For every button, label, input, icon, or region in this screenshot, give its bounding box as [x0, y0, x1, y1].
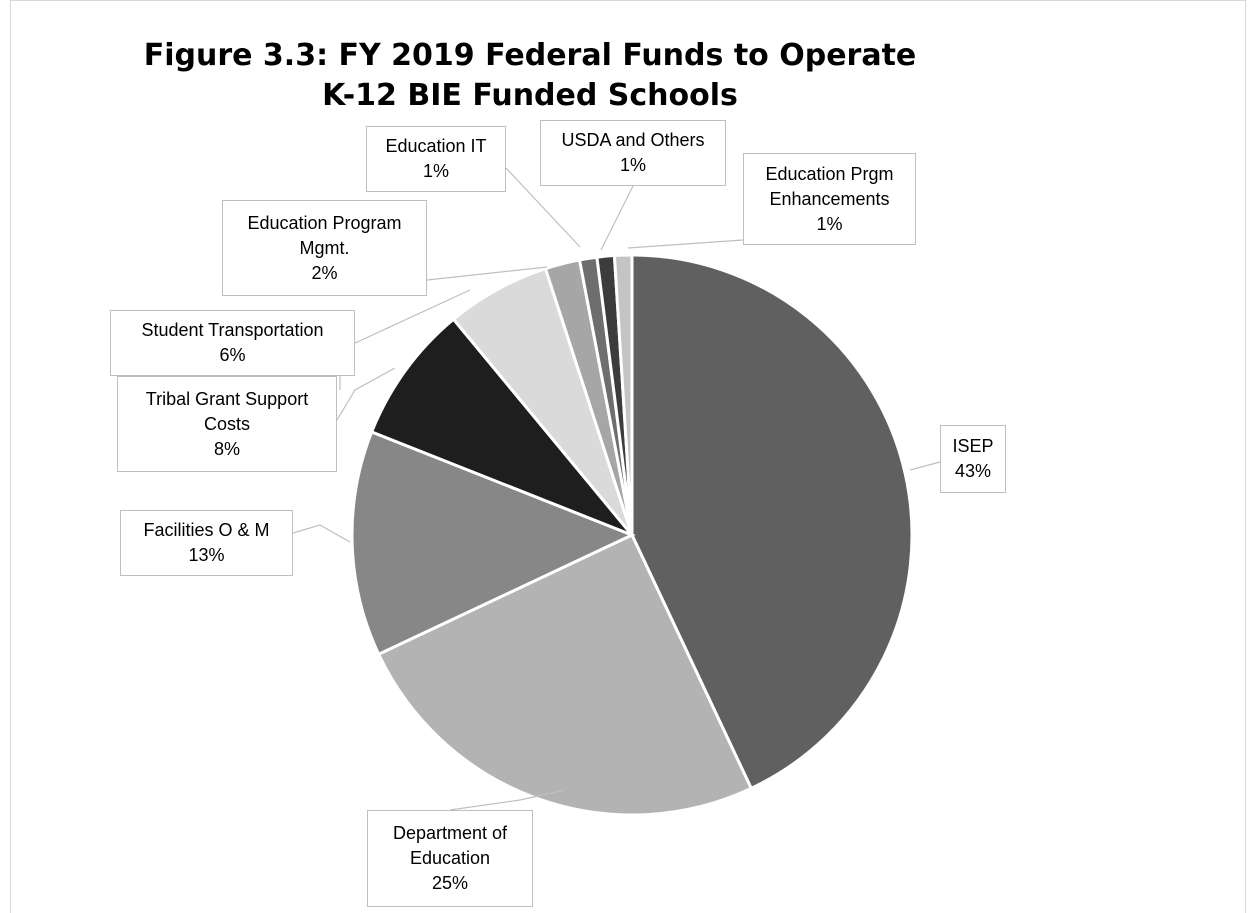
leader-line-usda-and-others [600, 185, 634, 251]
data-label-education-prgm-enhancements: Education Prgm Enhancements 1% [743, 153, 916, 245]
label-name-line: Enhancements [769, 188, 890, 209]
label-name-line: Education Prgm [765, 163, 894, 184]
label-name-line: Student Transportation [141, 320, 324, 340]
chart-title: Figure 3.3: FY 2019 Federal Funds to Ope… [120, 36, 940, 116]
data-label-usda-and-others: USDA and Others 1% [540, 120, 726, 186]
label-percent: 1% [619, 155, 646, 175]
pie-slice-tribal-grant-support-costs [369, 317, 634, 537]
label-name-line: Mgmt. [299, 237, 350, 258]
label-name-line: Costs [203, 413, 250, 434]
data-label-education-it: Education IT 1% [366, 126, 506, 192]
chart-title-line-1: Figure 3.3: FY 2019 Federal Funds to Ope… [143, 38, 917, 73]
label-name-line: Department of [392, 823, 508, 843]
pie-slice-facilities-o-m [350, 429, 636, 657]
label-percent: 13% [188, 545, 225, 565]
leader-line-isep [909, 461, 941, 471]
data-label-education-program-mgmt: Education Program Mgmt. 2% [222, 200, 427, 296]
label-name-line: ISEP [952, 436, 994, 456]
data-label-isep: ISEP 43% [940, 425, 1006, 493]
pie-slice-isep [630, 253, 914, 791]
label-name-line: Education Program [247, 212, 402, 233]
leader-line-facilities-o-m [292, 524, 351, 543]
data-label-facilities-om: Facilities O & M 13% [120, 510, 293, 576]
data-label-department-of-education: Department of Education 25% [367, 810, 533, 907]
data-label-student-transportation: Student Transportation 6% [110, 310, 355, 376]
label-percent: 1% [422, 161, 449, 181]
leader-line-department-of-education [449, 789, 566, 811]
label-percent: 1% [816, 213, 843, 234]
label-name-line: Facilities O & M [143, 520, 270, 540]
chart-frame [10, 0, 1246, 913]
label-percent: 8% [213, 438, 240, 459]
label-percent: 43% [954, 461, 992, 481]
label-percent: 25% [431, 873, 469, 893]
leader-line-education-prgm-enhancements [627, 239, 744, 249]
label-percent: 6% [219, 345, 246, 365]
data-label-tribal-grant-support-costs: Tribal Grant Support Costs 8% [117, 376, 337, 472]
chart-title-line-2: K-12 BIE Funded Schools [322, 78, 738, 113]
label-name-line: Tribal Grant Support [145, 388, 309, 409]
leader-line-tribal-grant-support-costs [336, 367, 396, 421]
leader-line-education-it [505, 167, 581, 248]
label-name-line: USDA and Others [561, 130, 705, 150]
label-percent: 2% [311, 262, 338, 283]
label-name-line: Education [409, 848, 491, 868]
leader-line-education-program-mgmt [426, 266, 548, 281]
label-name-line: Education IT [385, 136, 487, 156]
pie-slice-education-prgm-enhancements [612, 253, 634, 536]
pie-slice-department-of-education [376, 533, 754, 817]
